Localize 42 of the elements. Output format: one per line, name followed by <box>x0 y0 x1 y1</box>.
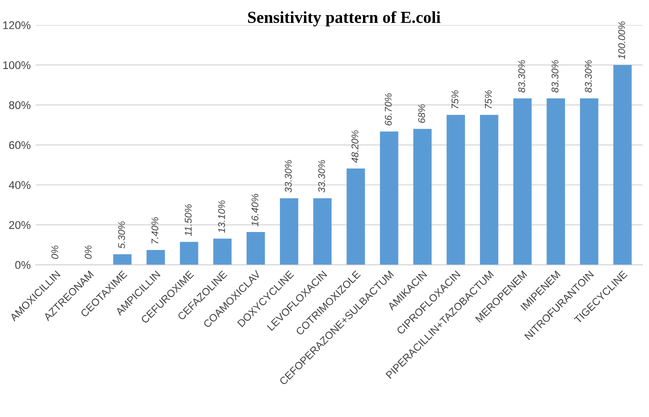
data-label: 66.70% <box>384 93 392 126</box>
data-label: 13.10% <box>218 200 226 233</box>
bar <box>613 64 632 265</box>
bar <box>480 114 498 265</box>
bar <box>213 238 232 265</box>
data-label: 83.30% <box>552 60 558 93</box>
data-label: 75% <box>484 90 492 108</box>
data-label: 33.30% <box>284 160 292 192</box>
bar <box>280 198 298 265</box>
bar <box>313 198 332 265</box>
data-label: 83.30% <box>584 60 592 93</box>
data-label: 75% <box>452 90 458 108</box>
data-label: 68% <box>418 104 426 123</box>
bar <box>413 128 432 265</box>
y-tick-label: 120% <box>3 21 30 30</box>
bar <box>380 132 398 265</box>
data-label: 7.40% <box>151 217 158 244</box>
data-label: 11.50% <box>184 204 192 236</box>
data-label: 83.30% <box>518 60 526 93</box>
bar <box>180 242 198 265</box>
y-tick-label: 80% <box>9 101 30 110</box>
data-label: 5.30% <box>118 222 125 248</box>
y-tick-label: 100% <box>3 61 30 70</box>
bar <box>446 114 465 265</box>
y-tick-label: 20% <box>9 221 30 229</box>
bar <box>346 168 365 265</box>
data-label: 100.00% <box>618 21 626 60</box>
data-label: 0% <box>51 246 58 259</box>
bar <box>146 250 165 265</box>
data-label: 16.40% <box>251 194 258 226</box>
data-label: 33.30% <box>318 160 326 192</box>
data-label: 0% <box>84 246 92 259</box>
y-tick-label: 60% <box>9 141 30 150</box>
bar <box>546 98 565 265</box>
bar <box>580 98 598 265</box>
bar <box>246 232 265 265</box>
bar <box>113 254 132 265</box>
bar <box>513 98 532 265</box>
data-label: 48.20% <box>352 130 358 163</box>
chart-title: Sensitivity pattern of E.coli <box>248 11 440 26</box>
y-tick-label: 0% <box>15 261 30 269</box>
y-tick-label: 40% <box>8 181 30 190</box>
